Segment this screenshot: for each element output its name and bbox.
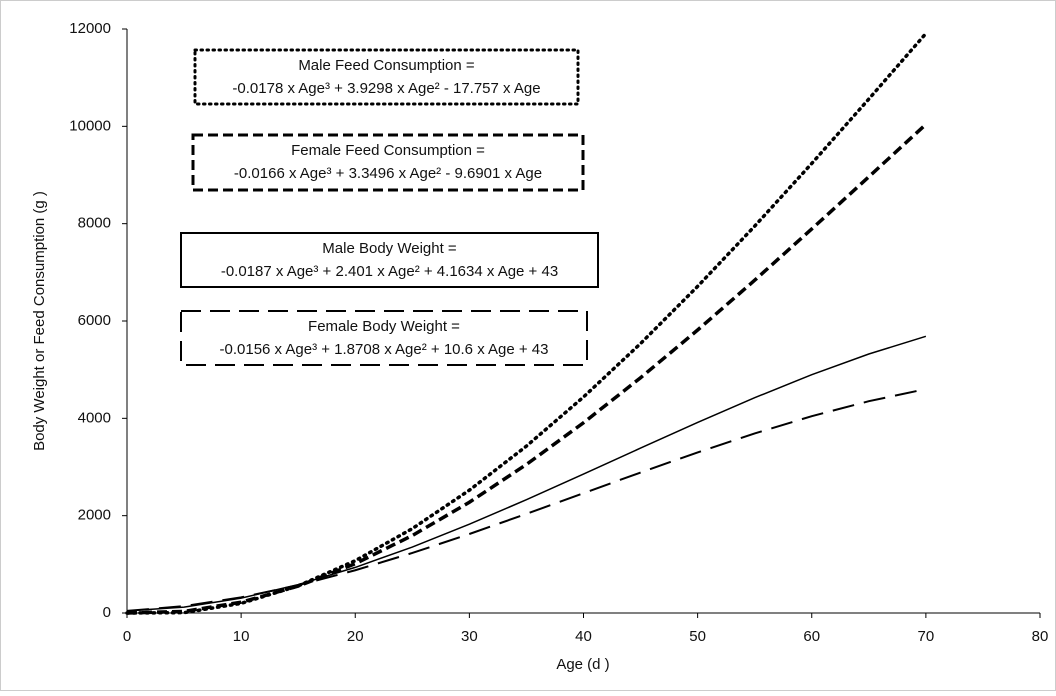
- equation-box: [193, 48, 580, 106]
- equation-text: -0.0156 x Age³ + 1.8708 x Age² + 10.6 x …: [220, 341, 549, 358]
- x-tick-label: 10: [233, 628, 250, 645]
- equation-text: -0.0187 x Age³ + 2.401 x Age² + 4.1634 x…: [221, 263, 558, 280]
- series-line: [126, 388, 927, 612]
- y-tick-label: 4000: [78, 409, 111, 426]
- equation-box: [191, 133, 585, 192]
- equation-text: Male Body Weight =: [322, 240, 457, 257]
- x-tick-label: 20: [347, 628, 364, 645]
- x-tick-label: 40: [575, 628, 592, 645]
- y-tick-label: 12000: [69, 20, 111, 37]
- y-tick-label: 0: [103, 604, 111, 621]
- y-tick-label: 2000: [78, 507, 111, 524]
- x-tick-label: 70: [918, 628, 935, 645]
- equation-box: [180, 310, 588, 366]
- equation-text: Female Feed Consumption =: [291, 142, 485, 159]
- x-tick-label: 80: [1032, 628, 1049, 645]
- y-tick-label: 8000: [78, 215, 111, 232]
- equation-text: Female Body Weight =: [308, 318, 460, 335]
- y-axis-title: Body Weight or Feed Consumption (g ): [31, 191, 48, 451]
- x-tick-label: 0: [123, 628, 131, 645]
- x-tick-label: 60: [803, 628, 820, 645]
- equation-box: [180, 232, 599, 288]
- x-axis-title: Age (d ): [556, 656, 609, 673]
- y-tick-label: 10000: [69, 117, 111, 134]
- x-tick-label: 30: [461, 628, 478, 645]
- equation-text: Male Feed Consumption =: [298, 57, 475, 74]
- series-line: [125, 31, 928, 615]
- equation-text: -0.0178 x Age³ + 3.9298 x Age² - 17.757 …: [232, 80, 540, 97]
- y-tick-label: 6000: [78, 312, 111, 329]
- equation-text: -0.0166 x Age³ + 3.3496 x Age² - 9.6901 …: [234, 165, 542, 182]
- x-tick-label: 50: [689, 628, 706, 645]
